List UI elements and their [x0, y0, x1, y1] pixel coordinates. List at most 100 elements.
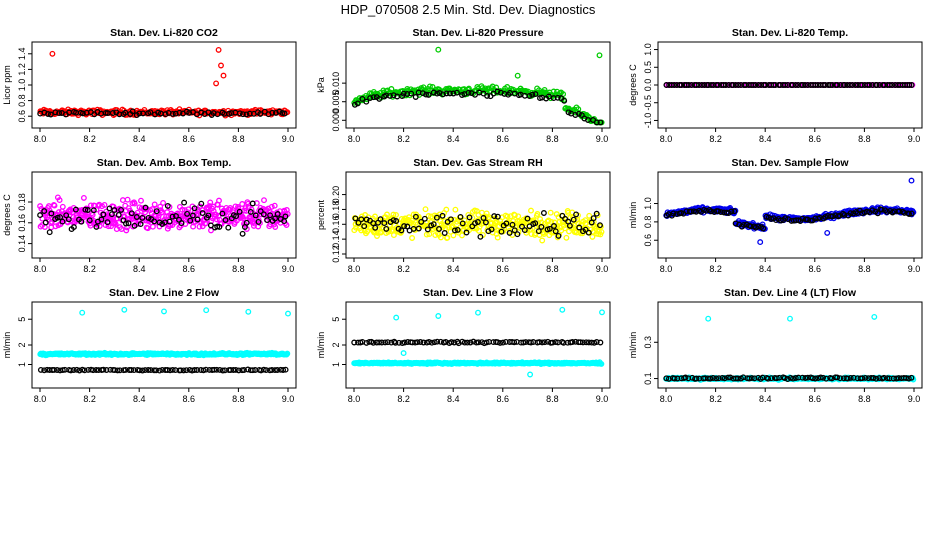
- data-point-reference: [792, 375, 799, 381]
- data-point-reference: [750, 82, 757, 88]
- data-point-reference: [483, 339, 490, 346]
- data-point-reference: [526, 93, 533, 99]
- chart-panel-6: Stan. Dev. Sample Flow ml/min 8.0 8.2 8.4 8.6…: [628, 157, 923, 274]
- data-point: [554, 223, 561, 230]
- data-point-reference: [72, 206, 79, 213]
- data-point: [406, 214, 412, 221]
- data-point-reference: [383, 225, 390, 232]
- data-point-reference: [551, 223, 557, 229]
- data-point-reference: [491, 213, 498, 220]
- x-tick-label: 8.4: [759, 394, 772, 404]
- data-point-reference: [419, 90, 426, 97]
- data-point-reference: [859, 82, 866, 88]
- data-point-reference: [151, 367, 158, 374]
- data-point-outlier: [475, 309, 481, 316]
- data-point: [541, 86, 548, 93]
- data-point: [459, 232, 465, 239]
- x-tick-label: 9.0: [908, 264, 921, 274]
- data-point-reference: [502, 338, 509, 345]
- x-tick-label: 8.8: [546, 394, 559, 404]
- figure-title: HDP_070508 2.5 Min. Std. Dev. Diagnostic…: [341, 2, 596, 17]
- data-point-reference: [145, 367, 152, 373]
- data-point-reference: [136, 367, 143, 374]
- y-tick-label: 1.0: [643, 197, 653, 210]
- data-point: [240, 215, 247, 222]
- data-point-reference: [834, 374, 841, 381]
- y-tick-label: 5: [17, 317, 27, 322]
- data-point-reference: [424, 226, 431, 233]
- data-point-reference: [454, 226, 461, 233]
- data-point-reference: [889, 82, 896, 88]
- y-tick-label: 0.3: [643, 336, 653, 349]
- data-point-reference: [494, 339, 501, 346]
- y-axis-label: Licor ppm: [2, 65, 12, 105]
- data-point-reference: [392, 339, 399, 346]
- data-point-outlier: [908, 177, 915, 184]
- data-point-reference: [693, 82, 700, 88]
- data-point-reference: [272, 215, 279, 222]
- data-point-reference: [881, 374, 887, 381]
- y-axis-label: degrees C: [628, 64, 638, 106]
- chart-title: Stan. Dev. Li-820 Pressure: [412, 27, 543, 39]
- data-point-reference: [363, 98, 370, 105]
- data-point: [203, 220, 210, 227]
- data-point: [390, 232, 397, 239]
- data-point-reference: [862, 374, 869, 381]
- data-point-reference: [155, 109, 162, 116]
- data-point-reference: [441, 230, 448, 236]
- data-point-outlier: [220, 72, 227, 79]
- data-point-outlier: [245, 308, 252, 315]
- data-point-reference: [715, 208, 722, 215]
- data-point-reference: [500, 339, 506, 346]
- data-point: [59, 203, 66, 210]
- y-tick-label: 0.010: [331, 72, 341, 95]
- y-tick-label: 0.14: [17, 235, 27, 253]
- data-point-reference: [908, 210, 915, 217]
- data-point-reference: [457, 213, 464, 220]
- x-tick-label: 8.0: [660, 134, 673, 144]
- data-point: [216, 197, 222, 204]
- data-point-outlier: [705, 315, 712, 322]
- data-point-reference: [82, 206, 89, 213]
- data-point-reference: [123, 220, 129, 227]
- data-point-reference: [572, 112, 579, 118]
- data-point-reference: [814, 82, 821, 88]
- data-point-outlier: [213, 80, 220, 87]
- chart-panel-1: Stan. Dev. Li-820 CO2 Licor ppm 8.0 8.2 8.4 8…: [2, 27, 297, 144]
- data-point-reference: [461, 339, 468, 346]
- data-point: [534, 211, 541, 217]
- data-point-outlier: [400, 350, 407, 357]
- data-point: [563, 234, 570, 241]
- data-point-reference: [847, 374, 854, 381]
- data-point-reference: [668, 82, 675, 88]
- data-point-reference: [156, 367, 163, 374]
- data-point-outlier: [514, 72, 521, 79]
- data-point: [235, 205, 242, 212]
- data-point-reference: [202, 366, 209, 373]
- y-tick-label: 0.5: [643, 61, 653, 74]
- data-point-reference: [257, 208, 264, 215]
- data-point-reference: [472, 220, 478, 227]
- data-point-reference: [698, 82, 705, 88]
- data-point-reference: [790, 375, 796, 382]
- data-point-reference: [228, 110, 235, 117]
- data-point-reference: [735, 82, 742, 88]
- data-point: [56, 197, 63, 204]
- data-point-reference: [180, 367, 187, 374]
- data-point-reference: [804, 82, 811, 88]
- data-point: [409, 235, 416, 241]
- data-point: [390, 211, 397, 218]
- data-point-reference: [106, 205, 113, 212]
- chart-panel-5: Stan. Dev. Gas Stream RH percent 8.0 8.2 8.4…: [316, 157, 611, 274]
- y-tick-label: 0.16: [17, 214, 27, 232]
- data-point-reference: [378, 339, 385, 346]
- data-point: [51, 202, 58, 209]
- x-tick-label: 8.2: [397, 394, 410, 404]
- data-point-reference: [440, 91, 446, 98]
- data-point-reference: [267, 212, 274, 219]
- data-point-reference: [153, 208, 160, 215]
- data-point-reference: [268, 367, 275, 373]
- data-point-reference: [792, 82, 799, 88]
- data-point-reference: [430, 89, 437, 96]
- chart-title: Stan. Dev. Sample Flow: [731, 157, 849, 169]
